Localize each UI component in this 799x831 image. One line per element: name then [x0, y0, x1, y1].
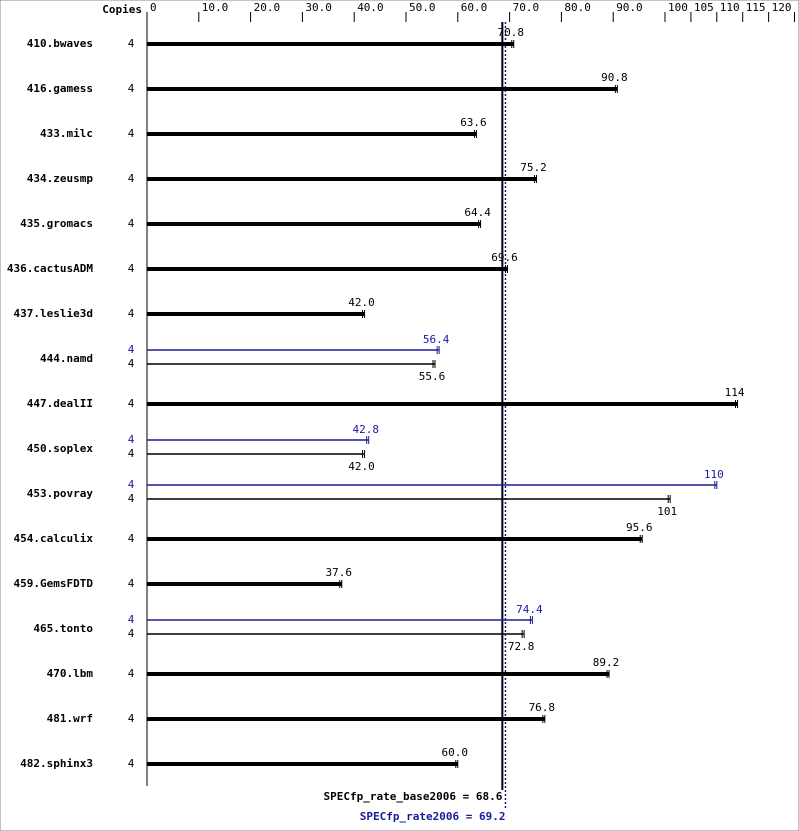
benchmark-label: 433.milc: [40, 127, 93, 140]
value-label: 74.4: [516, 603, 543, 616]
x-tick-label: 0: [150, 1, 157, 14]
copies-label: 4: [128, 478, 135, 491]
x-tick-label: 70.0: [513, 1, 540, 14]
benchmark-label: 447.dealII: [27, 397, 93, 410]
copies-label: 4: [128, 397, 135, 410]
benchmark-label: 453.povray: [27, 487, 94, 500]
benchmark-label: 454.calculix: [14, 532, 94, 545]
copies-label: 4: [128, 712, 135, 725]
x-tick-label: 30.0: [305, 1, 332, 14]
x-tick-label: 80.0: [564, 1, 591, 14]
copies-header: Copies: [102, 3, 142, 16]
reference-label: SPECfp_rate2006 = 69.2: [360, 810, 506, 823]
reference-label: SPECfp_rate_base2006 = 68.6: [324, 790, 503, 803]
copies-label: 4: [128, 82, 135, 95]
value-label: 101: [657, 505, 677, 518]
value-label: 70.8: [497, 26, 524, 39]
copies-label: 4: [128, 262, 135, 275]
value-label: 114: [725, 386, 745, 399]
benchmark-label: 437.leslie3d: [14, 307, 93, 320]
benchmark-label: 459.GemsFDTD: [14, 577, 94, 590]
value-label: 76.8: [529, 701, 556, 714]
x-tick-label: 120: [772, 1, 792, 14]
value-label: 69.6: [491, 251, 518, 264]
copies-label: 4: [128, 217, 135, 230]
x-tick-label: 115: [746, 1, 766, 14]
x-tick-label: 110: [720, 1, 740, 14]
value-label: 110: [704, 468, 724, 481]
copies-label: 4: [128, 757, 135, 770]
value-label: 42.0: [348, 296, 375, 309]
benchmark-label: 450.soplex: [27, 442, 94, 455]
copies-label: 4: [128, 577, 135, 590]
x-tick-label: 105: [694, 1, 714, 14]
value-label: 72.8: [508, 640, 535, 653]
benchmark-label: 410.bwaves: [27, 37, 93, 50]
x-tick-label: 20.0: [254, 1, 281, 14]
copies-label: 4: [128, 447, 135, 460]
benchmark-label: 470.lbm: [47, 667, 94, 680]
value-label: 75.2: [520, 161, 547, 174]
x-tick-label: 125: [798, 1, 799, 14]
value-label: 55.6: [419, 370, 446, 383]
copies-label: 4: [128, 433, 135, 446]
copies-label: 4: [128, 613, 135, 626]
copies-label: 4: [128, 127, 135, 140]
x-tick-label: 100: [668, 1, 688, 14]
value-label: 37.6: [326, 566, 353, 579]
copies-label: 4: [128, 172, 135, 185]
value-label: 64.4: [464, 206, 491, 219]
copies-label: 4: [128, 627, 135, 640]
copies-label: 4: [128, 357, 135, 370]
value-label: 95.6: [626, 521, 653, 534]
x-tick-label: 50.0: [409, 1, 436, 14]
copies-label: 4: [128, 532, 135, 545]
value-label: 63.6: [460, 116, 487, 129]
value-label: 42.8: [352, 423, 379, 436]
copies-label: 4: [128, 37, 135, 50]
copies-label: 4: [128, 492, 135, 505]
copies-label: 4: [128, 307, 135, 320]
value-label: 42.0: [348, 460, 375, 473]
copies-label: 4: [128, 343, 135, 356]
benchmark-label: 444.namd: [40, 352, 93, 365]
benchmark-label: 434.zeusmp: [27, 172, 94, 185]
value-label: 56.4: [423, 333, 450, 346]
x-tick-label: 10.0: [202, 1, 229, 14]
x-tick-label: 90.0: [616, 1, 643, 14]
benchmark-label: 436.cactusADM: [7, 262, 93, 275]
benchmark-label: 465.tonto: [33, 622, 93, 635]
benchmark-label: 435.gromacs: [20, 217, 93, 230]
x-tick-label: 40.0: [357, 1, 384, 14]
value-label: 60.0: [442, 746, 469, 759]
benchmark-label: 416.gamess: [27, 82, 93, 95]
benchmark-label: 481.wrf: [47, 712, 93, 725]
value-label: 90.8: [601, 71, 628, 84]
benchmark-label: 482.sphinx3: [20, 757, 93, 770]
copies-label: 4: [128, 667, 135, 680]
x-tick-label: 60.0: [461, 1, 488, 14]
value-label: 89.2: [593, 656, 620, 669]
